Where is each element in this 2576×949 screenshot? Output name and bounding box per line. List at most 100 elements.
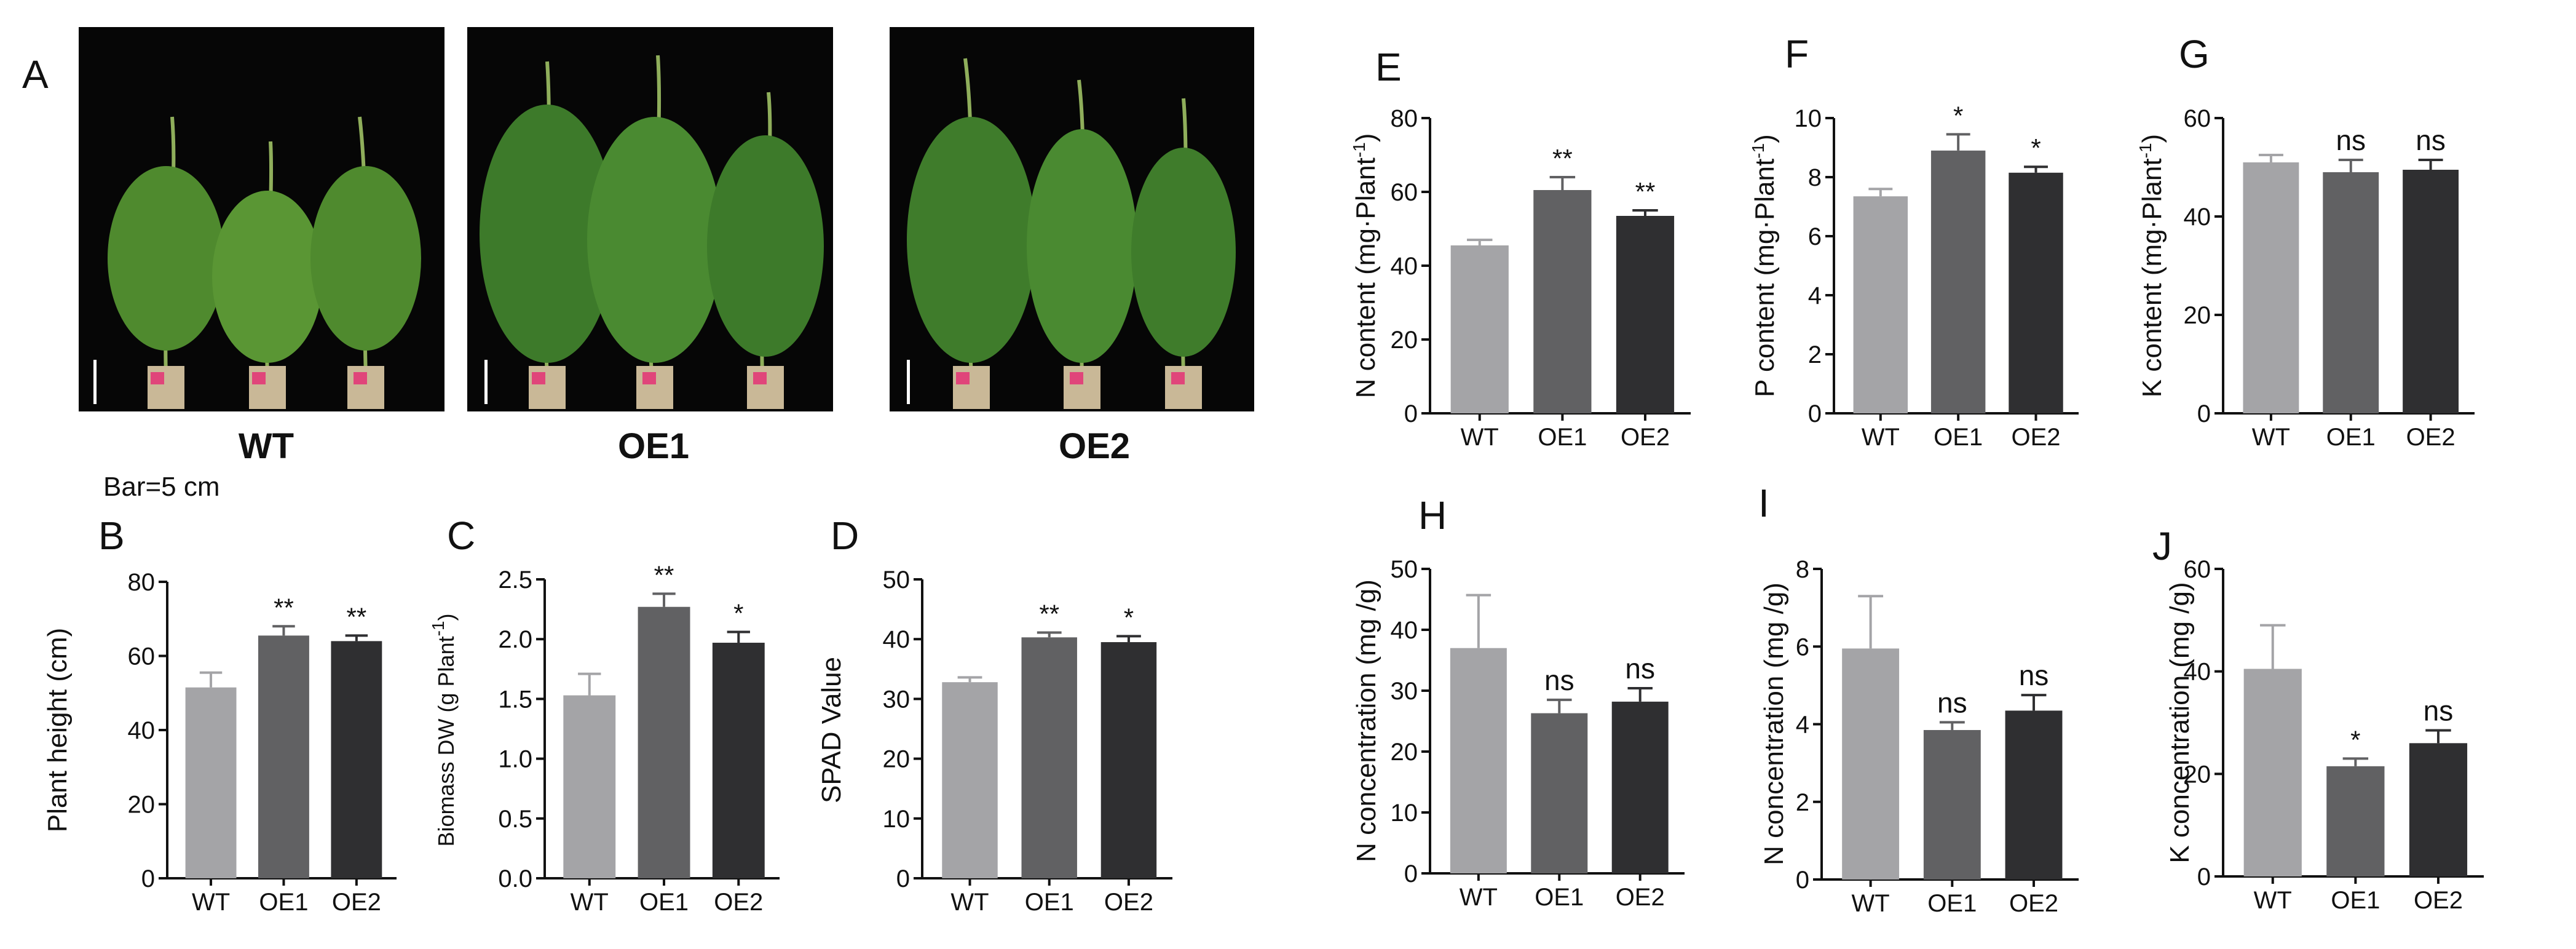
bar-wt [2243, 669, 2302, 876]
y-tick-label: 1.0 [498, 746, 532, 773]
y-tick-label: 20 [883, 746, 911, 773]
y-axis-title-text: K content (mg·Plant [2137, 158, 2167, 397]
chart-panel-c: C 0.0 0.5 1.0 1.5 2.0 2.5 Biomass DW (g Plant-1… [429, 514, 780, 916]
y-tick-label: 60 [2184, 105, 2211, 132]
photo-label-wt: WT [239, 426, 294, 466]
x-tick-label-oe2: OE2 [2009, 890, 2058, 917]
y-tick-label: 40 [2184, 659, 2211, 686]
x-tick-label-wt: WT [2254, 887, 2292, 914]
panel-letter-e: E [1375, 45, 1402, 89]
x-tick-label-oe1: OE1 [1934, 424, 1983, 451]
y-tick-label: 20 [128, 792, 156, 819]
significance-label: * [1124, 603, 1134, 632]
pot-tag [1171, 372, 1185, 384]
x-tick-label-oe2: OE2 [1616, 884, 1665, 911]
x-tick-label-wt: WT [1460, 884, 1498, 911]
bar-wt [185, 687, 237, 878]
significance-label: * [2031, 133, 2041, 162]
chart-panel-j: J 0 20 40 60K concentration (mg /g) WT * OE1 ns O… [2152, 524, 2484, 914]
y-tick-label: 20 [1391, 327, 1418, 354]
bar-oe2 [2009, 172, 2063, 413]
bar-wt [1842, 648, 1900, 880]
pot-tag [642, 372, 656, 384]
y-tick-label: 2.0 [498, 626, 532, 653]
bar-wt [563, 695, 616, 878]
y-axis-title-text: SPAD Value [816, 657, 847, 803]
significance-label: ns [1937, 686, 1967, 718]
y-tick-label: 50 [1391, 556, 1418, 583]
significance-label: ns [2416, 124, 2446, 156]
y-tick-label: 2 [1796, 789, 1809, 816]
y-tick-label: 2.5 [498, 566, 532, 594]
y-axis-title-text: N content (mg·Plant [1351, 157, 1381, 398]
y-axis-title: SPAD Value [816, 657, 847, 803]
x-tick-label-oe2: OE2 [2011, 424, 2060, 451]
y-tick-label: 60 [2184, 556, 2211, 583]
y-axis-title-end: ) [433, 614, 459, 621]
significance-label: ns [1625, 653, 1655, 685]
significance-label: ns [1544, 664, 1574, 696]
y-axis-title: P content (mg·Plant-1) [1748, 134, 1780, 397]
x-tick-label-wt: WT [950, 889, 989, 916]
y-tick-label: 50 [883, 566, 911, 594]
x-tick-label-oe2: OE2 [714, 889, 763, 916]
y-axis-title-text: P content (mg·Plant [1750, 159, 1780, 397]
significance-label: ns [2336, 124, 2366, 156]
y-tick-label: 2 [1808, 341, 1822, 368]
significance-label: ** [1552, 144, 1573, 173]
bar-oe1 [1533, 190, 1592, 413]
y-axis-title: N content (mg·Plant-1) [1349, 133, 1381, 399]
y-tick-label: 40 [1391, 253, 1418, 280]
bar-oe2 [1611, 701, 1669, 873]
plant-foliage [480, 105, 615, 363]
chart-panel-b: B 0 20 40 60 80 Plant height (cm) WT ** OE1 ** OE2 [42, 514, 397, 916]
y-axis-title: K content (mg·Plant-1) [2136, 134, 2167, 397]
panel-letter-g: G [2179, 32, 2210, 76]
bar-oe2 [331, 641, 382, 878]
y-axis-title: N concentration (mg /g) [1351, 579, 1381, 862]
bar-wt [942, 682, 998, 878]
y-tick-label: 4 [1808, 282, 1822, 309]
pot-tag [956, 372, 970, 384]
pot-tag [354, 372, 367, 384]
chart-panel-d: D 0 10 20 30 40 50 SPAD Value WT ** OE1 * OE2 [816, 514, 1172, 916]
y-tick-label: 0 [1404, 860, 1418, 887]
plant-photo-wt [79, 27, 444, 411]
y-tick-label: 40 [2184, 204, 2211, 231]
x-tick-label-oe1: OE1 [259, 889, 308, 916]
panel-letter-d: D [831, 514, 859, 558]
chart-panel-h: H 0 10 20 30 40 50 N concentration (mg /g) WT ns O… [1351, 493, 1685, 911]
x-tick-label-oe1: OE1 [1535, 884, 1584, 911]
y-axis-title-text: N concentration (mg /g) [1351, 579, 1381, 862]
bar-oe1 [258, 635, 309, 878]
y-axis-title-end: ) [2137, 134, 2167, 143]
y-tick-label: 0.5 [498, 806, 532, 833]
y-tick-label: 10 [883, 806, 911, 833]
x-tick-label-wt: WT [1461, 424, 1499, 451]
scale-bar [484, 360, 488, 404]
plant-photo-oe1 [467, 27, 833, 411]
significance-label: ns [2019, 659, 2049, 691]
pot-tag [252, 372, 266, 384]
y-axis-title-superscript: -1 [2136, 143, 2155, 158]
panel-letter-j: J [2152, 524, 2172, 568]
y-tick-label: 6 [1808, 223, 1822, 250]
x-tick-label-wt: WT [571, 889, 609, 916]
plant-foliage [310, 166, 421, 351]
bar-wt [1450, 245, 1509, 413]
y-axis-title-text: Biomass DW (g Plant [433, 636, 459, 846]
x-tick-label-oe2: OE2 [332, 889, 381, 916]
bar-oe2 [2005, 710, 2063, 880]
significance-label: ** [654, 560, 674, 589]
y-axis-title-end: ) [1750, 134, 1780, 143]
y-tick-label: 8 [1808, 164, 1822, 191]
photo-label-oe1: OE1 [618, 426, 689, 466]
x-tick-label-oe2: OE2 [2406, 424, 2455, 451]
y-axis-title-text: Plant height (cm) [42, 628, 73, 833]
bar-oe1 [1021, 637, 1077, 878]
x-tick-label-wt: WT [1852, 890, 1890, 917]
y-tick-label: 0.0 [498, 865, 532, 892]
panel-letter-b: B [98, 514, 125, 558]
y-axis-title-superscript: -1 [1349, 142, 1369, 157]
x-tick-label-oe1: OE1 [2326, 424, 2376, 451]
